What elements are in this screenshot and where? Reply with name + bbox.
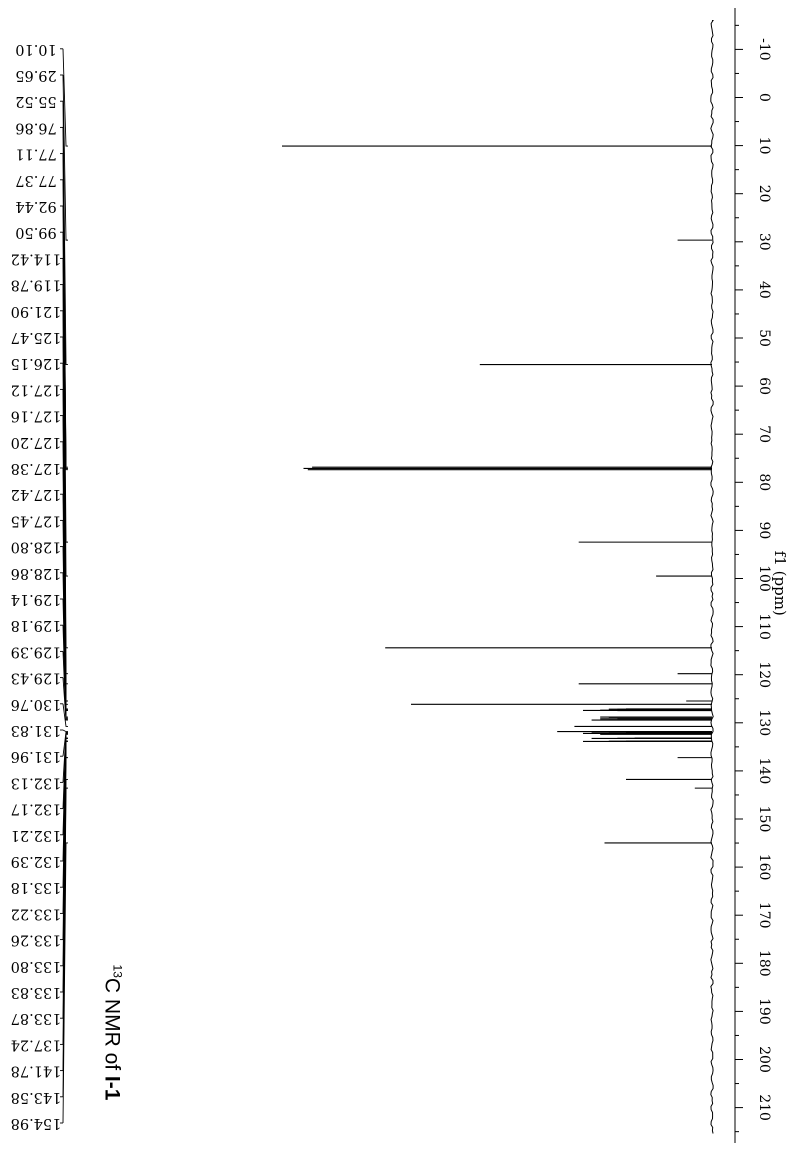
peak-label: 76.86 xyxy=(15,119,57,135)
spectrum-baseline xyxy=(711,21,713,1134)
axis-title: f1 (ppm) xyxy=(771,551,789,616)
axis-tick-label: 170 xyxy=(756,902,772,929)
peak-label: 99.50 xyxy=(15,224,57,240)
spectrum-title: 13C NMR of I-1 xyxy=(92,940,132,1140)
peak-label-column: 154.98 143.58 141.78 137.24 133.87 133.83 133.… xyxy=(11,41,62,1131)
spectrum-peaks xyxy=(282,21,713,1134)
axis-tick-label: 100 xyxy=(756,565,772,592)
axis-tick-label: 50 xyxy=(756,329,772,347)
ppm-axis: -10 0 10 20 30 40 50 60 70 80 90 100 110 120 130 140 150… xyxy=(735,8,789,1143)
axis-tick-label: 80 xyxy=(756,473,772,491)
title-superscript: 13 xyxy=(111,965,125,978)
peak-label: 77.11 xyxy=(15,146,57,162)
axis-tick-label: 60 xyxy=(756,377,772,395)
peak-label: 132.13 xyxy=(11,774,62,790)
peak-label: 125.47 xyxy=(11,329,62,345)
peak-label: 55.52 xyxy=(15,93,57,109)
peak-label: 127.20 xyxy=(11,434,62,450)
peak-label: 129.14 xyxy=(11,591,62,607)
peak-label: 127.42 xyxy=(11,486,62,502)
axis-tick-label: 200 xyxy=(756,1046,772,1073)
peak-label: 133.80 xyxy=(11,958,62,974)
axis-tick-label: 210 xyxy=(756,1094,772,1121)
peak-label: 128.86 xyxy=(11,565,62,581)
peak-connector xyxy=(63,730,68,732)
peak-label: 133.83 xyxy=(11,984,62,1000)
axis-tick-label: 30 xyxy=(756,233,772,251)
peak-label: 114.42 xyxy=(11,250,62,266)
peak-label: 77.37 xyxy=(15,172,57,188)
peak-label: 143.58 xyxy=(11,1089,62,1105)
peak-label: 92.44 xyxy=(15,198,57,214)
axis-tick-label: 0 xyxy=(756,93,772,102)
peak-label: 133.22 xyxy=(11,905,62,921)
peak-label: 133.26 xyxy=(11,932,62,948)
peak-label: 131.83 xyxy=(11,722,62,738)
axis-tick-label: 180 xyxy=(756,950,772,977)
axis-tick-label: 110 xyxy=(756,613,772,640)
peak-label: 130.76 xyxy=(11,696,62,712)
peak-label: 10.10 xyxy=(15,41,57,57)
peak-label: 127.38 xyxy=(11,460,62,476)
spectrum-title-text: 13C NMR of I-1 xyxy=(100,938,125,1128)
peak-label: 131.96 xyxy=(11,748,62,764)
peak-label: 133.87 xyxy=(11,1010,62,1026)
title-compound: I-1 xyxy=(101,1076,124,1101)
peak-label: 137.24 xyxy=(11,1036,62,1052)
peak-label: 128.80 xyxy=(11,539,62,555)
peak-label: 129.43 xyxy=(11,670,62,686)
peak-label: 154.98 xyxy=(11,1115,62,1131)
peak-label: 127.45 xyxy=(11,512,62,528)
peak-label: 127.12 xyxy=(11,381,62,397)
peak-label: 126.15 xyxy=(11,355,62,371)
axis-tick-label: 190 xyxy=(756,998,772,1025)
axis-tick-label: 40 xyxy=(756,281,772,299)
title-main: C NMR of xyxy=(101,978,124,1076)
axis-tick-label: 140 xyxy=(756,758,772,785)
axis-tick-label: -10 xyxy=(756,38,772,61)
axis-tick-label: 160 xyxy=(756,854,772,881)
axis-tick-label: 150 xyxy=(756,806,772,833)
axis-tick-label: 10 xyxy=(756,137,772,155)
axis-tick-label: 90 xyxy=(756,521,772,539)
peak-label: 121.90 xyxy=(11,303,62,319)
axis-tick-label: 70 xyxy=(756,425,772,443)
peak-label: 129.39 xyxy=(11,643,62,659)
axis-tick-label: 120 xyxy=(756,661,772,688)
axis-tick-label: 20 xyxy=(756,185,772,203)
axis-tick-label: 130 xyxy=(756,709,772,736)
peak-label: 141.78 xyxy=(11,1063,62,1079)
peak-label: 133.18 xyxy=(11,879,62,895)
peak-label: 132.17 xyxy=(11,801,62,817)
peak-label: 132.39 xyxy=(11,853,62,869)
peak-label: 132.21 xyxy=(11,827,62,843)
peak-label: 29.65 xyxy=(15,67,57,83)
peak-label: 119.78 xyxy=(11,277,62,293)
peak-label: 127.16 xyxy=(11,408,62,424)
peak-label: 129.18 xyxy=(11,617,62,633)
